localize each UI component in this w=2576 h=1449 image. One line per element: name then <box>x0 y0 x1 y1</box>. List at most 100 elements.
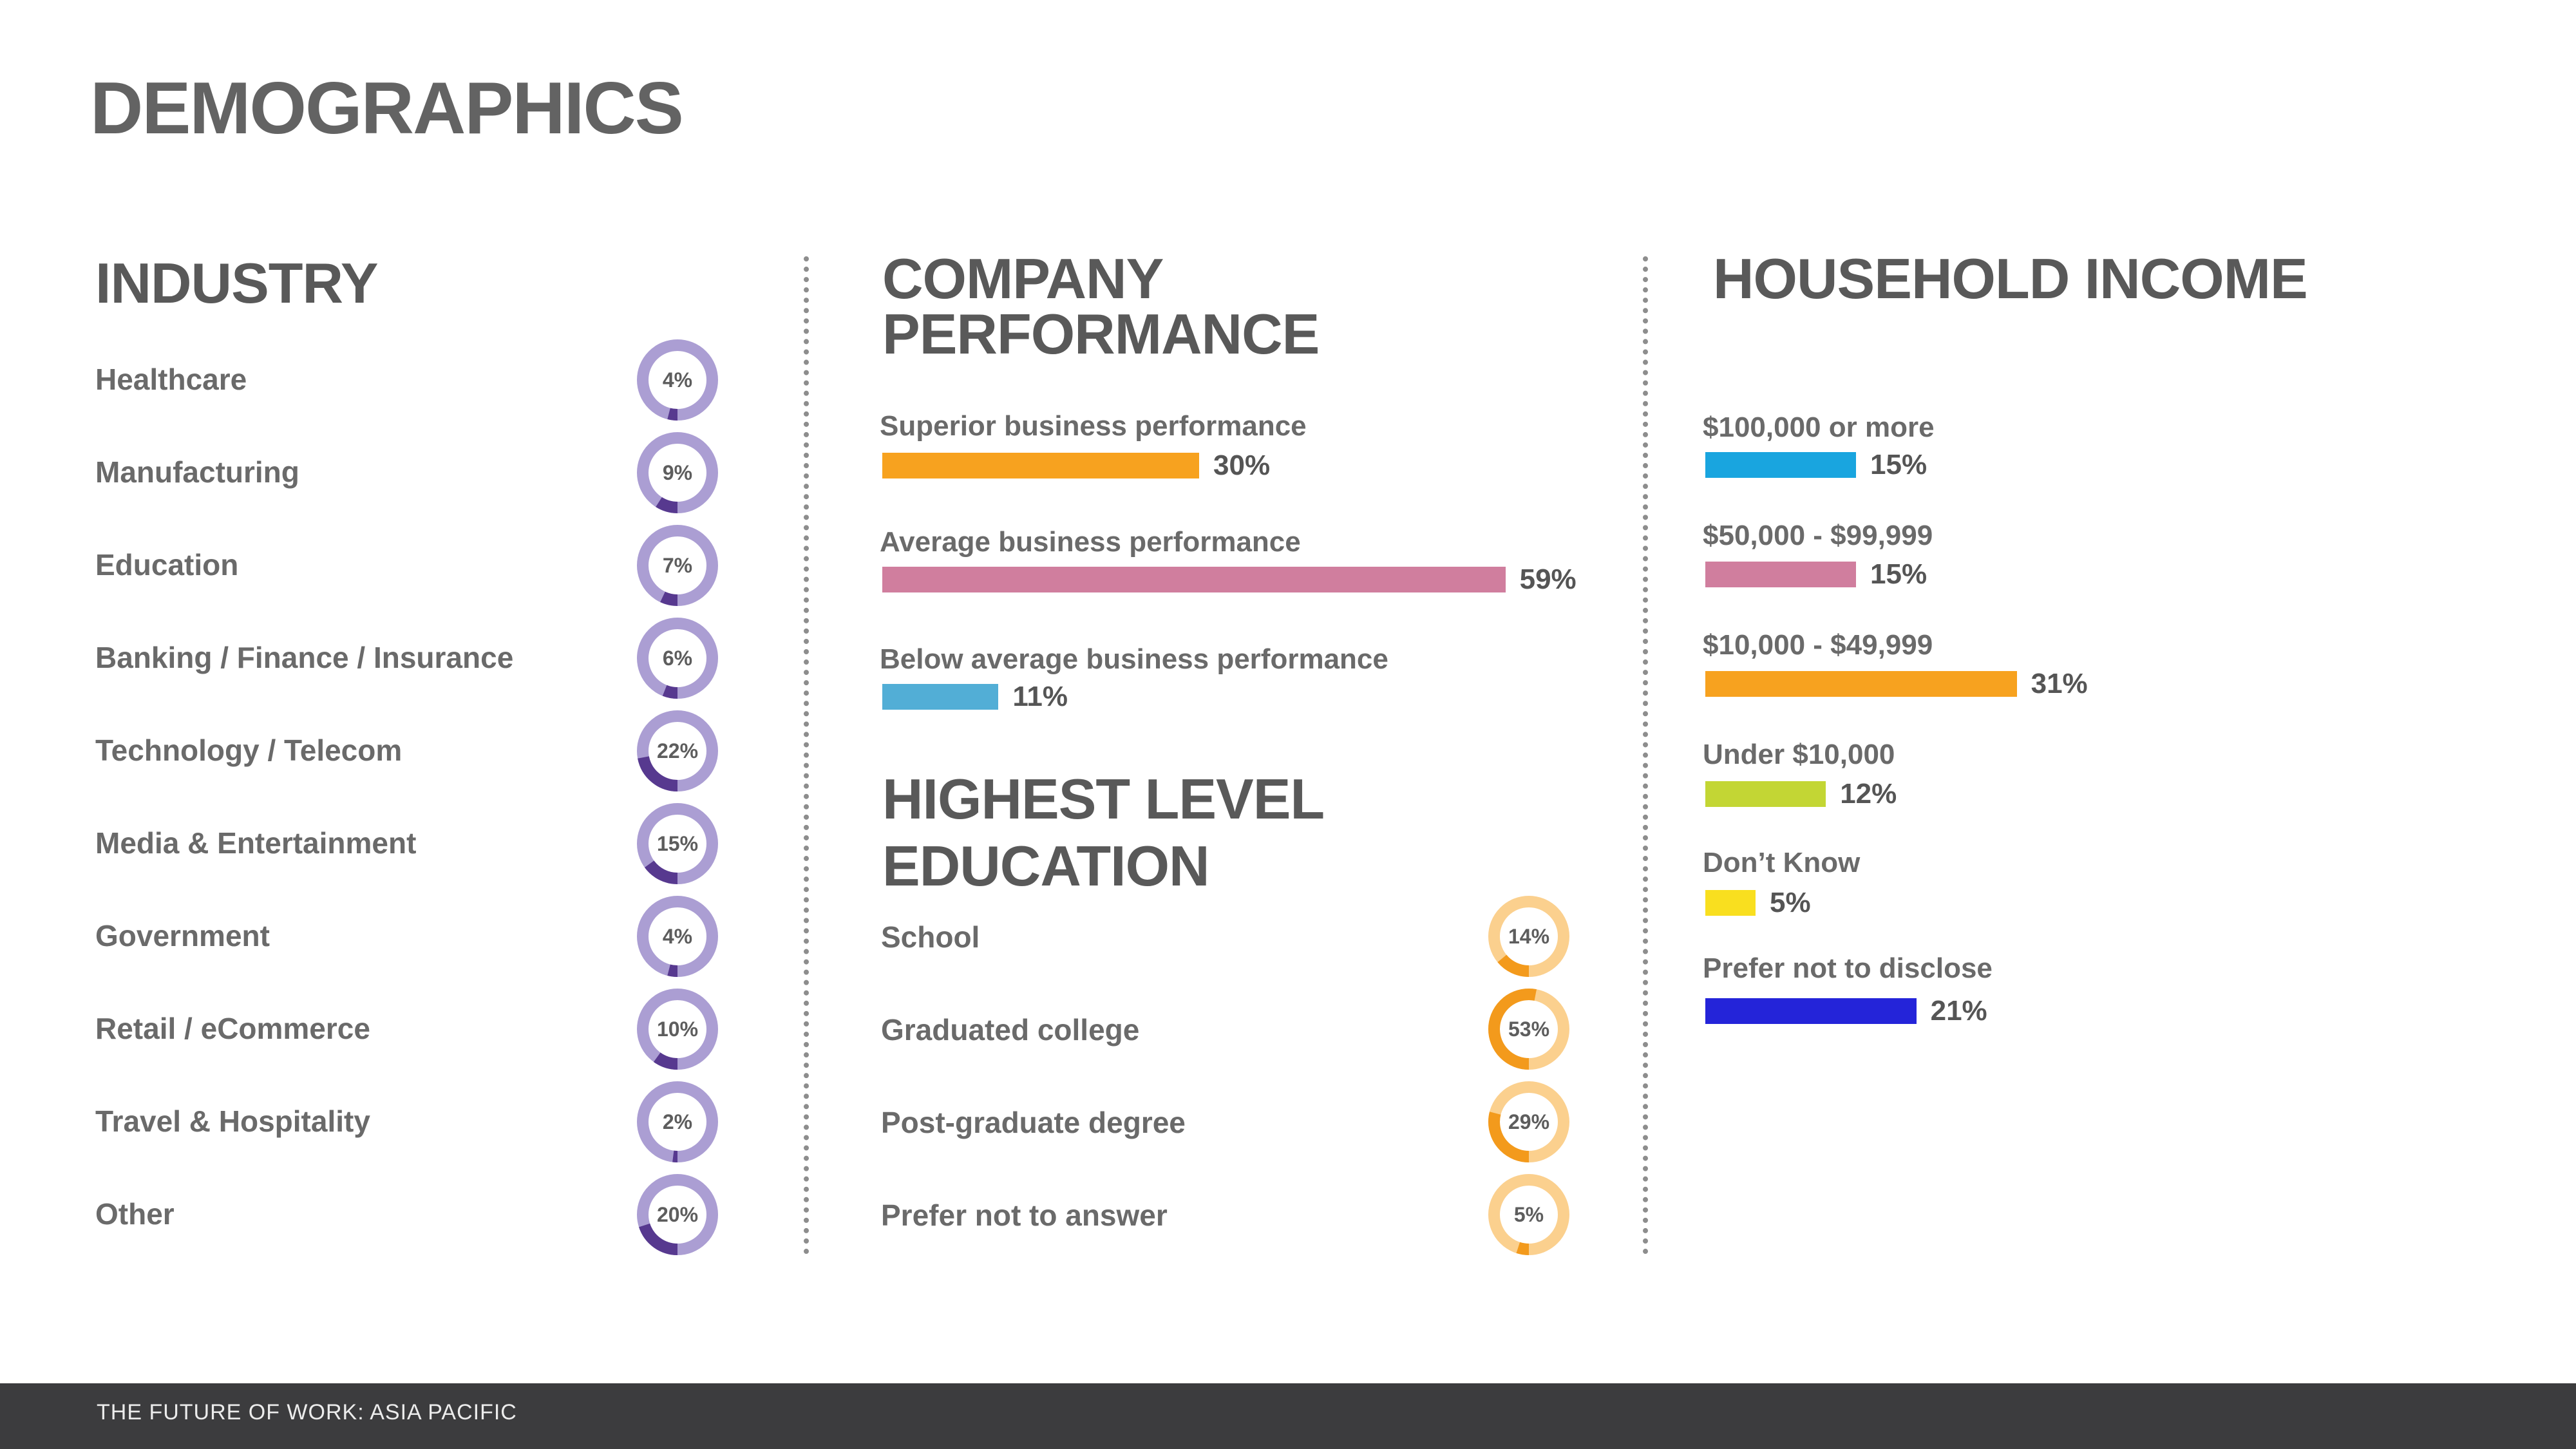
bar <box>1705 562 1856 587</box>
industry-donut-segment <box>637 803 718 884</box>
bar <box>882 684 999 710</box>
industry-donut-value: 10% <box>656 1018 699 1041</box>
industry-donut: 7% <box>635 523 720 608</box>
bar-category-label: Prefer not to disclose <box>1703 952 1993 984</box>
industry-label: Retail / eCommerce <box>95 1012 370 1045</box>
bar-value-label: 59% <box>1519 564 1577 595</box>
industry-donut-segment <box>637 525 718 606</box>
industry-donut: 15% <box>635 801 720 886</box>
industry-title: INDUSTRY <box>95 251 379 315</box>
bar-value-label: 30% <box>1213 450 1271 481</box>
bar-category-label: Superior business performance <box>880 410 1307 442</box>
education-donut-value: 53% <box>1508 1018 1550 1041</box>
industry-donut: 6% <box>635 616 720 701</box>
industry-donut: 22% <box>635 708 720 793</box>
industry-donut-ring <box>637 1174 718 1255</box>
industry-label: Media & Entertainment <box>95 826 417 860</box>
industry-donut-segment <box>637 432 718 513</box>
performance-title-line2: PERFORMANCE <box>882 302 1320 366</box>
education-label: School <box>881 920 980 954</box>
industry-label: Healthcare <box>95 363 247 396</box>
industry-donut-value: 15% <box>656 832 699 855</box>
industry-donut-segment <box>637 1081 718 1162</box>
column-divider-right <box>1643 256 1648 1255</box>
education-label: Prefer not to answer <box>881 1198 1168 1232</box>
industry-label: Other <box>95 1197 175 1231</box>
industry-donut: 4% <box>635 337 720 422</box>
education-label: Graduated college <box>881 1013 1140 1046</box>
industry-donut: 10% <box>635 987 720 1072</box>
industry-label: Banking / Finance / Insurance <box>95 641 514 674</box>
footer-bar <box>0 1383 2576 1449</box>
education-title-line2: EDUCATION <box>882 834 1210 898</box>
bar <box>1705 781 1826 807</box>
industry-label: Manufacturing <box>95 455 299 489</box>
industry-donut: 4% <box>635 894 720 979</box>
bar-category-label: Don’t Know <box>1703 847 1861 878</box>
education-label: Post-graduate degree <box>881 1106 1186 1139</box>
industry-donut-ring <box>637 989 718 1070</box>
industry-donut-ring <box>637 1081 718 1162</box>
bar <box>1705 890 1756 916</box>
industry-label: Education <box>95 548 239 582</box>
education-donut-value: 14% <box>1508 925 1550 948</box>
industry-donut-ring <box>637 618 718 699</box>
education-donut-segment <box>1488 989 1569 1070</box>
education-title-line1: HIGHEST LEVEL <box>882 767 1325 831</box>
bar <box>1705 452 1856 478</box>
education-donut-ring <box>1488 989 1569 1070</box>
industry-label: Travel & Hospitality <box>95 1104 370 1138</box>
bar <box>882 453 1199 478</box>
industry-donut-value: 4% <box>662 368 693 392</box>
industry-donut-value: 4% <box>662 925 693 948</box>
income-title: HOUSEHOLD INCOME <box>1713 247 2308 310</box>
education-donut: 5% <box>1486 1172 1571 1257</box>
education-donut: 14% <box>1486 894 1571 979</box>
industry-donut-ring <box>637 432 718 513</box>
industry-donut-segment <box>637 896 718 977</box>
bar-category-label: Average business performance <box>880 526 1301 558</box>
bar-category-label: $10,000 - $49,999 <box>1703 629 1933 661</box>
education-donut-value: 5% <box>1513 1203 1544 1226</box>
bar-value-label: 5% <box>1770 887 1811 918</box>
education-donut-ring <box>1488 1174 1569 1255</box>
industry-donut-value: 20% <box>656 1203 699 1226</box>
education-donut-segment <box>1488 1174 1569 1255</box>
education-donut-ring <box>1488 896 1569 977</box>
footer-text: THE FUTURE OF WORK: ASIA PACIFIC <box>97 1400 517 1425</box>
bar-value-label: 15% <box>1870 558 1927 590</box>
education-donut: 53% <box>1486 987 1571 1072</box>
industry-donut-value: 2% <box>662 1110 693 1133</box>
bar-value-label: 11% <box>1012 681 1068 712</box>
column-divider-left <box>804 256 809 1255</box>
industry-donut-ring <box>637 896 718 977</box>
bar <box>1705 671 2017 697</box>
industry-donut: 9% <box>635 430 720 515</box>
education-donut-ring <box>1488 1081 1569 1162</box>
bar-category-label: Below average business performance <box>880 643 1388 675</box>
bar-category-label: $50,000 - $99,999 <box>1703 520 1933 551</box>
industry-donut: 20% <box>635 1172 720 1257</box>
bar-value-label: 31% <box>2031 668 2088 699</box>
industry-donut-ring <box>637 710 718 791</box>
bar-value-label: 12% <box>1840 778 1897 810</box>
industry-donut: 2% <box>635 1079 720 1164</box>
industry-donut-segment <box>637 339 718 421</box>
industry-donut-value: 6% <box>662 647 693 670</box>
industry-donut-value: 9% <box>662 461 693 484</box>
education-donut-segment <box>1488 896 1569 977</box>
industry-label: Technology / Telecom <box>95 734 402 767</box>
industry-donut-segment <box>637 710 718 791</box>
bar-value-label: 21% <box>1930 995 1987 1027</box>
bar-value-label: 15% <box>1870 449 1927 480</box>
industry-donut-value: 7% <box>662 554 693 577</box>
industry-donut-ring <box>637 803 718 884</box>
industry-donut-segment <box>637 989 718 1070</box>
bar-category-label: Under $10,000 <box>1703 739 1895 770</box>
page-title: DEMOGRAPHICS <box>90 68 684 149</box>
industry-donut-segment <box>637 1174 718 1255</box>
industry-donut-segment <box>637 618 718 699</box>
industry-donut-ring <box>637 525 718 606</box>
industry-label: Government <box>95 919 270 952</box>
bar <box>1705 998 1917 1024</box>
